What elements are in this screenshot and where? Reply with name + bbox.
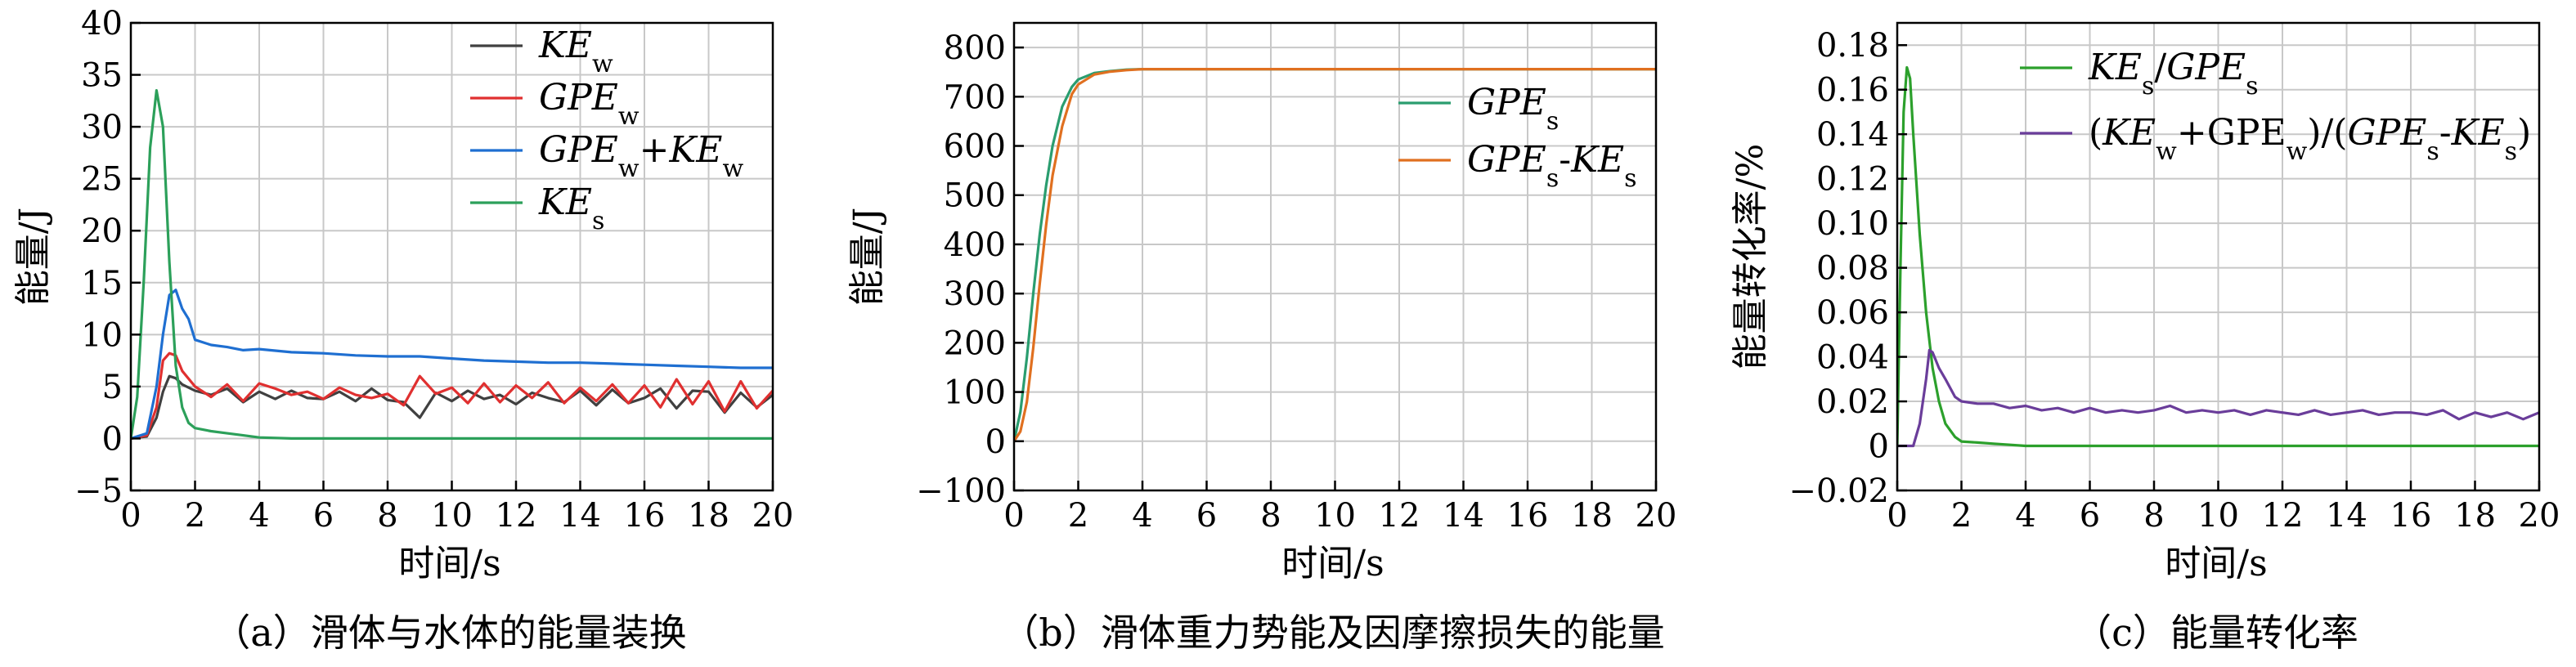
chart-panel-b: 0 2 4 6 8 10 12 14 16 18 20−1000100200300400500600… [846, 21, 1677, 655]
y-axis-label: 能量/J [12, 208, 54, 306]
panel-caption: （a）滑体与水体的能量装换 [213, 611, 686, 655]
x-axis-label: 时间/s [398, 543, 500, 584]
x-tick-label: 18 [1571, 497, 1613, 535]
y-tick-label: 0.16 [1816, 72, 1889, 110]
x-tick-label: 20 [752, 497, 794, 535]
y-tick-label: 10 [81, 316, 123, 354]
legend-label: KEs/GPEs [2088, 47, 2259, 101]
x-axis-label: 时间/s [1281, 543, 1384, 584]
legend-label: KEs [538, 181, 604, 235]
x-tick-label: 4 [249, 497, 269, 535]
legend-label: GPEs [1467, 82, 1559, 136]
legend: KEs/GPEs (KEw+GPEw)/(GPEs-KEs) [2020, 47, 2531, 166]
y-tick-label: 0 [102, 420, 123, 458]
y-tick-label: 40 [81, 5, 123, 43]
series-line-gpew [131, 351, 773, 440]
y-tick-label: 0.12 [1816, 161, 1889, 199]
y-tick-label: 30 [81, 109, 123, 146]
y-axis-label: 能量/J [846, 208, 888, 306]
y-tick-label: 0.06 [1816, 294, 1889, 332]
panel-caption: （c）能量转化率 [2074, 611, 2358, 655]
x-tick-label: 10 [1314, 497, 1356, 535]
x-tick-label: 8 [2143, 497, 2164, 535]
y-tick-label: −100 [916, 472, 1006, 510]
x-tick-label: 10 [431, 497, 473, 535]
y-axis-label: 能量转化率/% [1730, 144, 1771, 370]
x-tick-label: 14 [559, 497, 601, 535]
x-tick-label: 2 [185, 497, 205, 535]
x-tick-label: 16 [1507, 497, 1549, 535]
y-tick-label: 0.10 [1816, 205, 1889, 243]
y-tick-label: 0 [1869, 428, 1889, 466]
x-tick-label: 0 [1003, 497, 1024, 535]
y-tick-label: 0.04 [1816, 339, 1889, 377]
y-tick-label: −0.02 [1788, 472, 1889, 510]
legend-label: GPEs-KEs [1467, 139, 1637, 193]
x-tick-label: 4 [2015, 497, 2035, 535]
x-tick-label: 8 [377, 497, 397, 535]
x-tick-label: 12 [1379, 497, 1420, 535]
y-tick-label: 500 [944, 177, 1006, 215]
y-tick-label: 300 [944, 275, 1006, 313]
y-tick-label: 0.02 [1816, 383, 1889, 421]
series-line--kew-gpew-gpes-kes- [1897, 348, 2539, 448]
y-tick-label: 0.18 [1816, 27, 1889, 65]
y-tick-label: 200 [944, 325, 1006, 362]
y-tick-label: 800 [944, 29, 1006, 67]
legend-label: GPEw+KEw [539, 129, 743, 183]
x-tick-label: 18 [2454, 497, 2496, 535]
legend-label: KEw [538, 25, 613, 78]
x-tick-label: 14 [2326, 497, 2367, 535]
x-tick-label: 2 [1951, 497, 1972, 535]
x-tick-label: 0 [1887, 497, 1907, 535]
x-tick-label: 8 [1260, 497, 1281, 535]
series-line-kes-gpes [1897, 65, 2539, 448]
y-tick-label: 20 [81, 213, 123, 250]
series-line-gpew-kew [131, 289, 773, 440]
y-tick-label: 15 [81, 265, 123, 302]
y-tick-label: 25 [81, 161, 123, 199]
x-tick-label: 6 [2080, 497, 2100, 535]
x-tick-label: 4 [1132, 497, 1152, 535]
y-tick-label: 0.14 [1816, 116, 1889, 154]
y-tick-label: 400 [944, 226, 1006, 264]
legend-label: (KEw+GPEw)/(GPEs-KEs) [2089, 112, 2531, 166]
chart-panel-c: 0 2 4 6 8 10 12 14 16 18 20−0.0200.020.040.060.080… [1730, 21, 2560, 655]
y-tick-label: 0 [985, 423, 1006, 461]
series-line-gpes-kes [1014, 67, 1656, 442]
x-tick-label: 12 [2262, 497, 2304, 535]
y-tick-label: 100 [944, 374, 1006, 412]
y-tick-label: 0.08 [1816, 250, 1889, 288]
y-tick-label: −5 [74, 472, 123, 510]
x-tick-label: 14 [1443, 497, 1484, 535]
x-tick-label: 2 [1068, 497, 1088, 535]
x-tick-label: 12 [496, 497, 537, 535]
y-tick-label: 35 [81, 57, 123, 95]
chart-panel-a: 0 2 4 6 8 10 12 14 16 18 20−50510152025303540时间/s能… [12, 5, 793, 655]
x-tick-label: 20 [1636, 497, 1677, 535]
x-tick-label: 10 [2197, 497, 2239, 535]
x-tick-label: 16 [624, 497, 666, 535]
x-axis-label: 时间/s [2165, 543, 2267, 584]
x-tick-label: 6 [313, 497, 334, 535]
panel-caption: （b）滑体重力势能及因摩擦损失的能量 [1001, 611, 1664, 655]
y-tick-label: 5 [102, 369, 123, 406]
x-tick-label: 0 [120, 497, 141, 535]
x-tick-label: 18 [688, 497, 729, 535]
y-tick-label: 600 [944, 128, 1006, 166]
series-line-kew [131, 374, 773, 440]
x-tick-label: 6 [1196, 497, 1217, 535]
x-tick-label: 20 [2519, 497, 2560, 535]
series-line-kes [131, 88, 773, 441]
x-tick-label: 16 [2390, 497, 2432, 535]
legend-label: GPEw [539, 77, 640, 131]
y-tick-label: 700 [944, 78, 1006, 116]
